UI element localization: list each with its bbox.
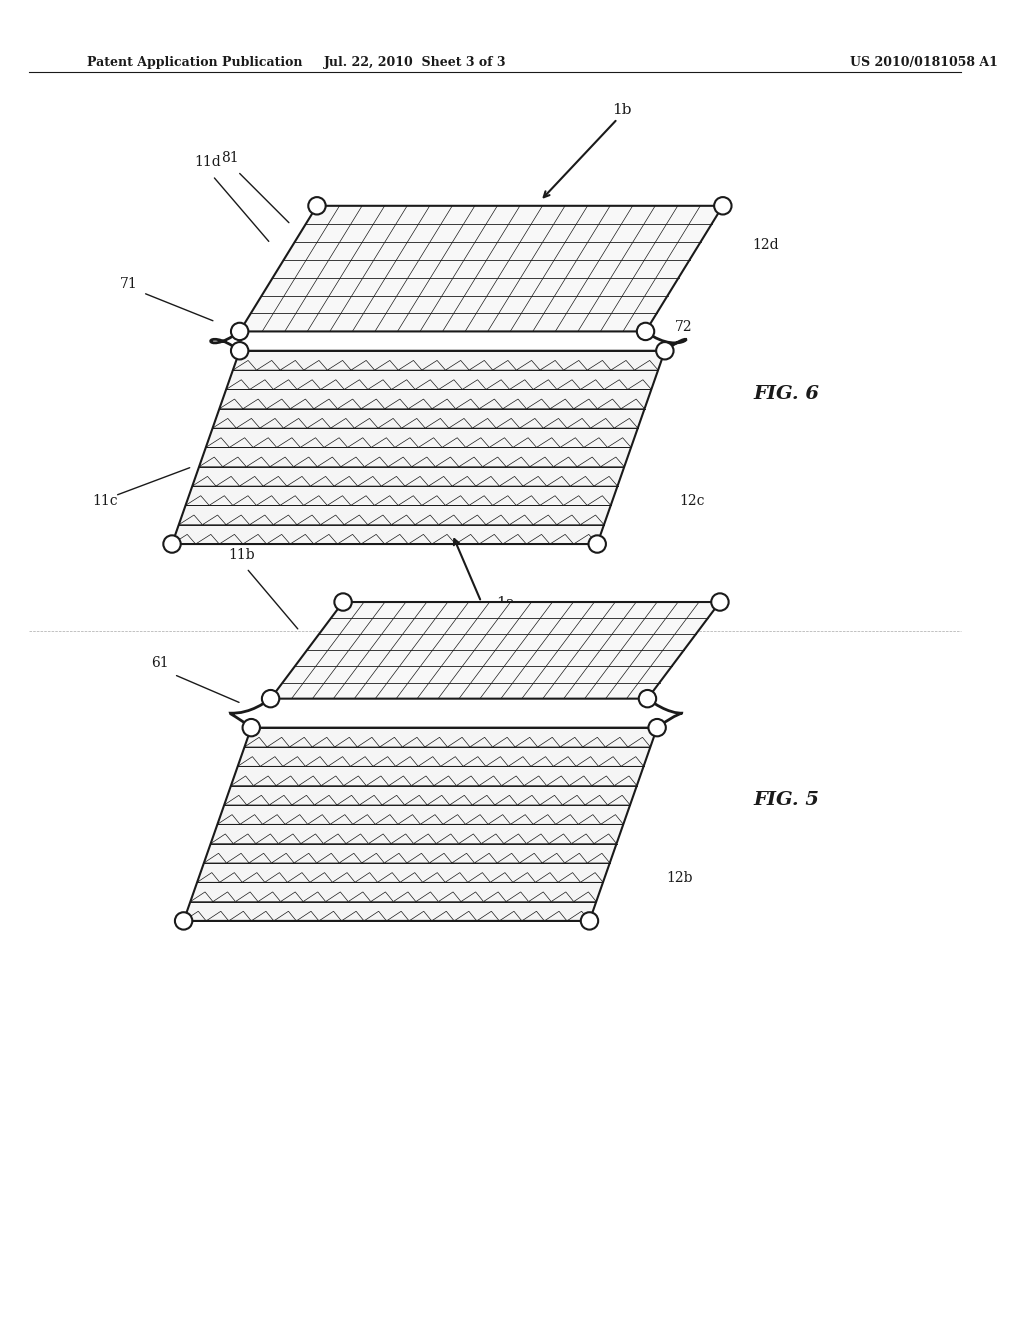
Circle shape [262, 690, 280, 708]
Circle shape [656, 342, 674, 359]
Circle shape [712, 593, 729, 611]
Circle shape [714, 197, 731, 215]
Circle shape [231, 342, 249, 359]
Text: 71: 71 [120, 277, 137, 290]
Text: FIG. 5: FIG. 5 [754, 791, 820, 809]
Text: 61: 61 [151, 656, 168, 669]
Text: FIG. 6: FIG. 6 [754, 385, 820, 403]
Text: 12c: 12c [679, 495, 705, 508]
Circle shape [231, 322, 249, 341]
Text: US 2010/0181058 A1: US 2010/0181058 A1 [850, 55, 998, 69]
Circle shape [175, 912, 193, 929]
Text: 1a: 1a [496, 595, 515, 610]
Text: 11d: 11d [195, 156, 221, 169]
Text: 11c: 11c [92, 495, 118, 508]
Text: Patent Application Publication: Patent Application Publication [87, 55, 302, 69]
Text: Jul. 22, 2010  Sheet 3 of 3: Jul. 22, 2010 Sheet 3 of 3 [325, 55, 507, 69]
Polygon shape [240, 206, 723, 331]
Text: 1b: 1b [612, 103, 632, 117]
Polygon shape [172, 351, 665, 544]
Circle shape [308, 197, 326, 215]
Polygon shape [183, 727, 657, 921]
Circle shape [639, 690, 656, 708]
Text: 81: 81 [221, 150, 239, 165]
Circle shape [648, 719, 666, 737]
Text: 11b: 11b [228, 548, 255, 561]
Circle shape [637, 322, 654, 341]
Text: 72: 72 [675, 321, 692, 334]
Circle shape [243, 719, 260, 737]
Circle shape [589, 536, 606, 553]
Circle shape [581, 912, 598, 929]
Circle shape [163, 536, 180, 553]
Text: 12b: 12b [667, 871, 693, 886]
Circle shape [335, 593, 352, 611]
Text: 12d: 12d [752, 239, 778, 252]
Polygon shape [270, 602, 720, 698]
